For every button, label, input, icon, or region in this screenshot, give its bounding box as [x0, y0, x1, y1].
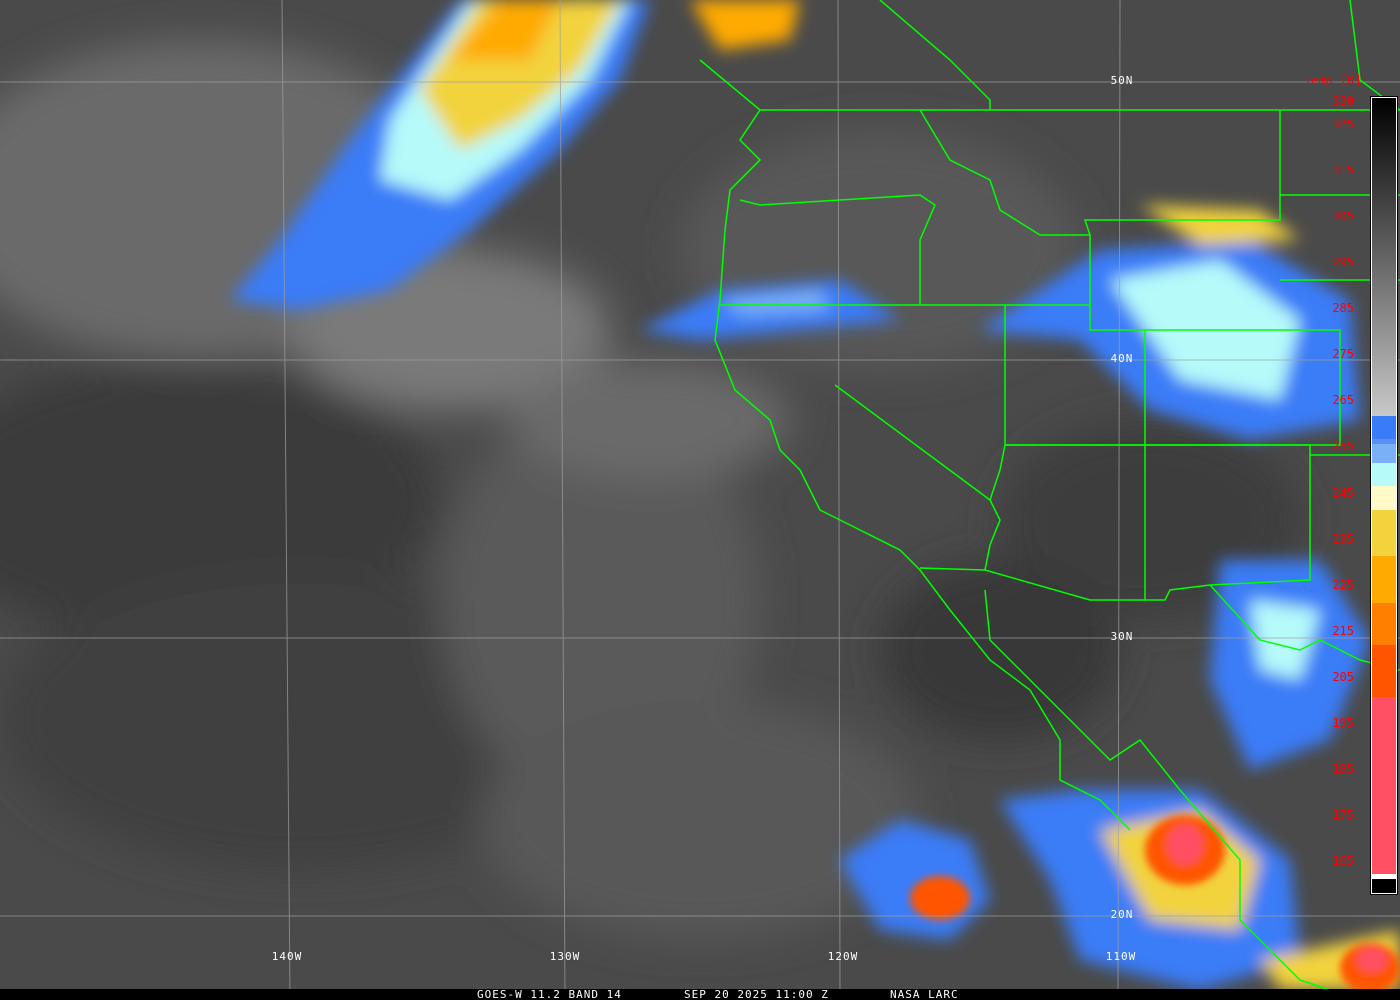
datetime-label: SEP 20 2025 11:00 Z — [684, 988, 829, 1000]
credit-label: NASA LARC — [890, 988, 959, 1000]
colorbar-segment — [1372, 696, 1396, 875]
latitude-label: 50N — [1110, 74, 1134, 87]
colorbar-tick-label: 245 — [1332, 485, 1354, 500]
colorbar-segment — [1372, 486, 1396, 510]
colorbar-segment — [1372, 603, 1396, 646]
colorbar-tick-label: 325 — [1332, 117, 1354, 132]
colorbar-tick-label: 265 — [1332, 393, 1354, 408]
colorbar-tick-label: 215 — [1332, 623, 1354, 638]
colorbar-segment — [1372, 416, 1396, 440]
colorbar-tick-label: 205 — [1332, 669, 1354, 684]
colorbar-tick-label: 285 — [1332, 301, 1354, 316]
colorbar-tick-label: 195 — [1332, 715, 1354, 730]
colorbar-tick-label: 305 — [1332, 209, 1354, 224]
colorbar-tick-label: 295 — [1332, 255, 1354, 270]
colorbar-segment — [1372, 645, 1396, 697]
latitude-label: 20N — [1110, 908, 1134, 921]
colorbar-tick-label: 255 — [1332, 439, 1354, 454]
colorbar-segment — [1372, 874, 1396, 879]
colorbar-segment — [1372, 462, 1396, 487]
colorbar-segment — [1372, 98, 1396, 416]
longitude-label: 130W — [549, 950, 581, 963]
latitude-label: 30N — [1110, 630, 1134, 643]
colorbar-segment — [1372, 439, 1396, 445]
colorbar-segment — [1372, 444, 1396, 463]
colorbar-tick-label: 315 — [1332, 163, 1354, 178]
colorbar-tick-label: 225 — [1332, 577, 1354, 592]
colorbar-tick-label: 235 — [1332, 531, 1354, 546]
product-label: GOES-W 11.2 BAND 14 — [477, 988, 622, 1000]
colorbar-segment — [1372, 878, 1396, 893]
longitude-label: 140W — [271, 950, 303, 963]
colorbar-tick-label: 185 — [1332, 761, 1354, 776]
deep-convection — [910, 815, 1400, 993]
colorbar-title: Temp [K] — [1304, 73, 1362, 87]
colorbar-tick-label: 165 — [1332, 854, 1354, 869]
colorbar-segment — [1372, 509, 1396, 557]
caption-bar: GOES-W 11.2 BAND 14 SEP 20 2025 11:00 Z … — [0, 989, 1400, 1000]
temperature-colorbar — [1370, 96, 1398, 895]
latitude-label: 40N — [1110, 352, 1134, 365]
political-borders — [699, 0, 1400, 991]
colorbar-tick-label: 175 — [1332, 807, 1354, 822]
colorbar-segment — [1372, 556, 1396, 604]
longitude-label: 110W — [1105, 950, 1137, 963]
longitude-label: 120W — [827, 950, 859, 963]
colorbar-tick-label: 330 — [1332, 94, 1354, 108]
colorbar-tick-label: 275 — [1332, 347, 1354, 362]
